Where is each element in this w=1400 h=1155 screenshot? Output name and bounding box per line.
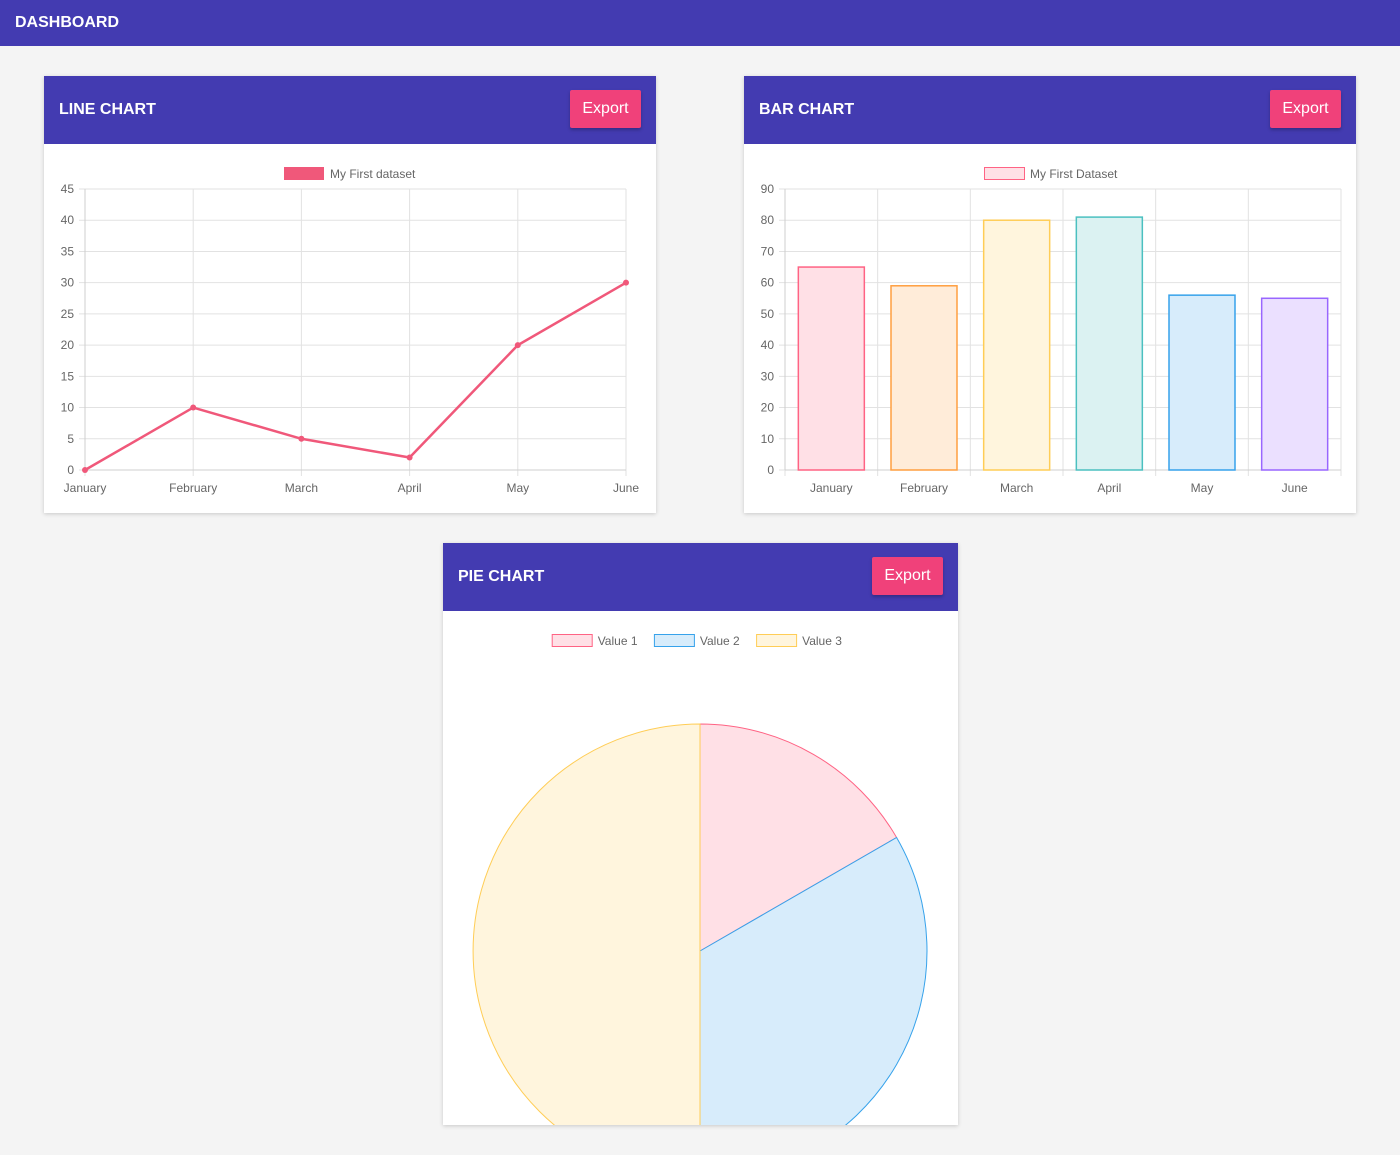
bar	[982, 219, 1051, 471]
bar	[1075, 216, 1144, 471]
legend-label: My First dataset	[330, 167, 416, 181]
y-tick-label: 50	[761, 307, 775, 321]
pie-chart-card: PIE CHART Export Value 1 Value 2 Value 3	[443, 543, 958, 1125]
bar	[890, 285, 958, 471]
line-chart-export-button[interactable]: Export	[570, 90, 641, 128]
data-point	[623, 279, 629, 286]
bar	[1260, 297, 1329, 471]
y-tick-label: 80	[761, 213, 775, 227]
x-tick-label: January	[810, 481, 853, 495]
y-tick-label: 0	[767, 463, 774, 477]
app-title: DASHBOARD	[15, 14, 119, 31]
bar-chart: My First Dataset 0 10 20 30 40 50 60 70 80 90 Janua…	[761, 167, 1342, 495]
y-tick-label: 10	[61, 401, 75, 415]
pie-slice	[699, 836, 928, 1125]
data-point	[406, 454, 413, 461]
x-tick-label: March	[1000, 481, 1033, 495]
x-tick-label: June	[613, 481, 639, 495]
line-chart-card: LINE CHART Export My First dataset 0 5 10 15…	[44, 76, 656, 513]
pie-chart-card-header: PIE CHART Export	[443, 543, 958, 611]
y-tick-label: 40	[761, 338, 775, 352]
y-tick-label: 20	[761, 401, 775, 415]
x-tick-label: April	[1097, 481, 1121, 495]
x-tick-label: March	[285, 481, 318, 495]
line-chart-title: LINE CHART	[59, 101, 156, 118]
pie-slice	[699, 723, 898, 952]
data-point	[82, 467, 88, 473]
legend-swatch	[551, 634, 593, 647]
legend-label: My First Dataset	[1030, 167, 1118, 181]
y-tick-label: 60	[761, 276, 775, 290]
data-point	[514, 342, 521, 349]
data-point	[298, 435, 305, 442]
bar-chart-title: BAR CHART	[759, 101, 855, 118]
x-tick-label: January	[64, 481, 107, 495]
y-tick-label: 25	[61, 307, 75, 321]
legend-label: Value 3	[802, 634, 842, 648]
y-tick-label: 30	[61, 276, 75, 290]
data-point	[190, 404, 197, 411]
legend-swatch	[984, 167, 1025, 180]
y-tick-label: 15	[61, 369, 75, 383]
bar-chart-card-header: BAR CHART Export	[744, 76, 1356, 144]
x-tick-label: February	[169, 481, 217, 495]
y-tick-label: 10	[761, 432, 775, 446]
pie-chart: Value 1 Value 2 Value 3	[472, 634, 928, 1125]
bar-chart-card: BAR CHART Export My First Dataset 0 10 20 30…	[744, 76, 1356, 513]
x-tick-label: May	[506, 481, 529, 495]
app-header: DASHBOARD	[0, 0, 1400, 46]
legend-label: Value 1	[598, 634, 638, 648]
x-tick-label: April	[398, 481, 422, 495]
x-tick-label: May	[1191, 481, 1214, 495]
pie-slice	[472, 723, 701, 1125]
y-tick-label: 35	[61, 244, 75, 258]
bar	[1168, 294, 1236, 471]
legend-swatch	[756, 634, 798, 647]
y-tick-label: 20	[61, 338, 75, 352]
pie-chart-title: PIE CHART	[458, 568, 545, 585]
x-tick-label: June	[1282, 481, 1308, 495]
pie-chart-export-button[interactable]: Export	[872, 557, 943, 595]
legend-swatch	[653, 634, 695, 647]
y-tick-label: 45	[61, 182, 75, 196]
legend-swatch	[284, 167, 324, 180]
y-tick-label: 70	[761, 244, 775, 258]
series-line	[84, 281, 627, 472]
bar	[797, 266, 866, 471]
y-tick-label: 40	[61, 213, 75, 227]
y-tick-label: 5	[67, 432, 74, 446]
legend-label: Value 2	[700, 634, 740, 648]
x-tick-label: February	[900, 481, 948, 495]
y-tick-label: 0	[67, 463, 74, 477]
y-tick-label: 30	[761, 369, 775, 383]
y-tick-label: 90	[761, 182, 775, 196]
line-chart-card-header: LINE CHART Export	[44, 76, 656, 144]
bar-chart-export-button[interactable]: Export	[1270, 90, 1341, 128]
line-chart: My First dataset 0 5 10 15 20 25 30 35 40 45 Januar…	[61, 167, 639, 495]
